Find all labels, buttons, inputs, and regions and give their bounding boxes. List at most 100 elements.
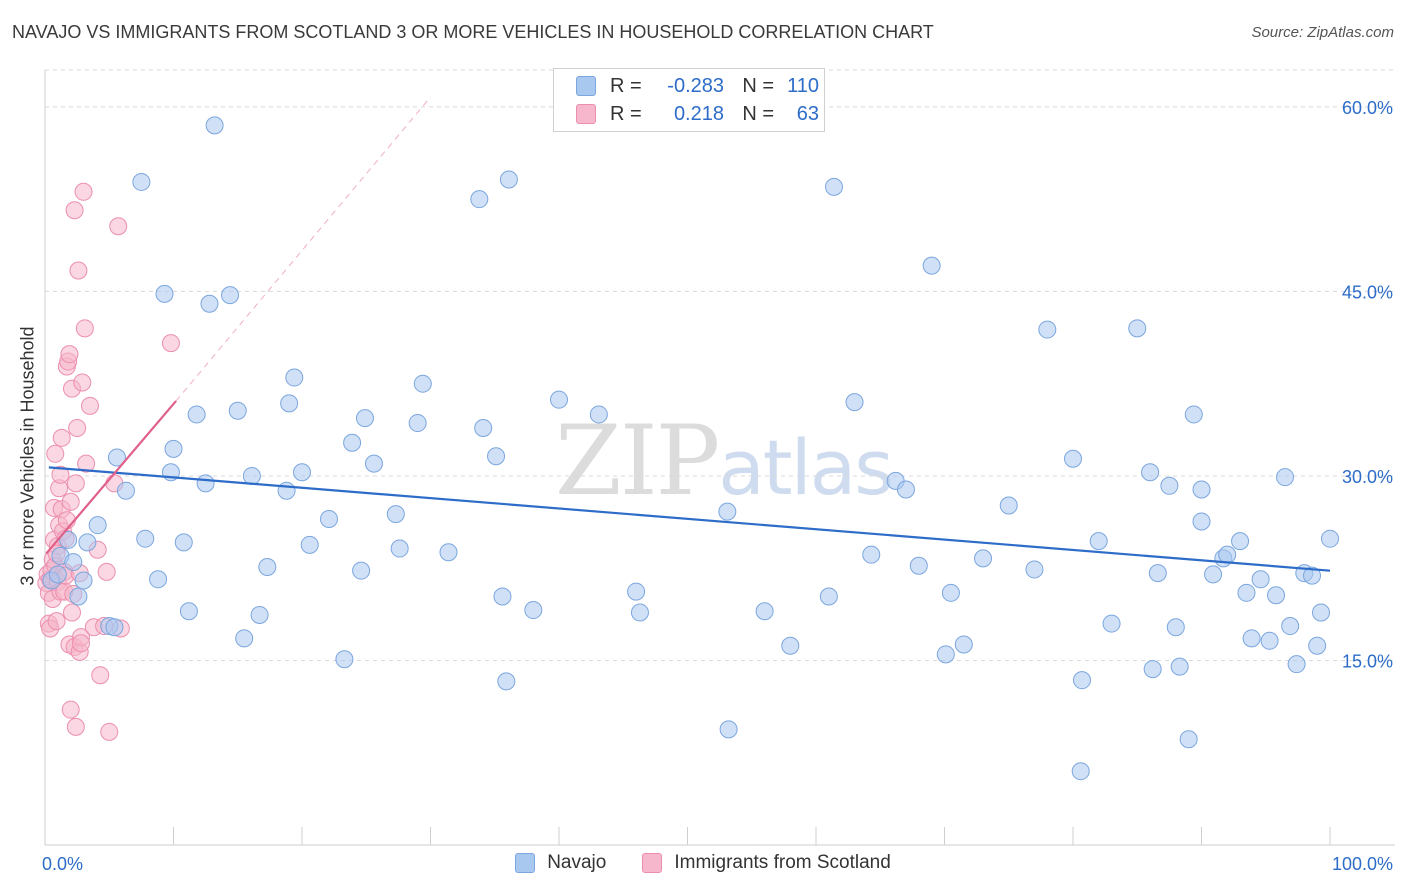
legend-r-label: R = xyxy=(610,74,642,97)
navajo-point xyxy=(1089,532,1108,551)
navajo-point xyxy=(116,481,135,500)
navajo-point xyxy=(235,629,254,648)
navajo-point xyxy=(1025,560,1044,579)
gridlines xyxy=(45,69,1395,661)
navajo-point xyxy=(1038,320,1057,339)
navajo-point xyxy=(1072,671,1091,690)
y-tick-label: 30.0% xyxy=(1342,467,1393,487)
legend-r-value: -0.283 xyxy=(667,74,724,97)
navajo-point xyxy=(1148,564,1167,583)
legend-item-scotland[interactable]: Immigrants from Scotland xyxy=(642,852,891,874)
navajo-point xyxy=(1170,657,1189,676)
navajo-point xyxy=(493,587,512,606)
navajo-point xyxy=(221,286,240,305)
navajo-point xyxy=(174,533,193,552)
navajo-point xyxy=(845,393,864,412)
legend-item-navajo[interactable]: Navajo xyxy=(515,852,606,874)
navajo-points xyxy=(42,116,1339,781)
navajo-point xyxy=(88,516,107,535)
navajo-point xyxy=(352,561,371,580)
scotland-point xyxy=(47,612,66,631)
navajo-point xyxy=(277,481,296,500)
scotland-point xyxy=(60,345,79,364)
navajo-point xyxy=(824,177,843,196)
navajo-point xyxy=(258,557,277,576)
legend-row-scotland: R = 0.218 N = 63 xyxy=(576,102,819,126)
scotland-point xyxy=(65,201,84,220)
chart-title: NAVAJO VS IMMIGRANTS FROM SCOTLAND 3 OR … xyxy=(12,22,934,42)
navajo-point xyxy=(1231,532,1250,551)
navajo-point xyxy=(136,529,155,548)
x-tick-label: 100.0% xyxy=(1332,854,1393,874)
navajo-point xyxy=(1281,617,1300,636)
navajo-point xyxy=(132,172,151,191)
scotland-point xyxy=(66,474,85,493)
navajo-point xyxy=(1308,636,1327,655)
navajo-point xyxy=(1128,319,1147,338)
navajo-point xyxy=(630,603,649,622)
scotland-points xyxy=(37,182,180,741)
navajo-point xyxy=(1102,614,1121,633)
scotland-point xyxy=(74,182,93,201)
navajo-point xyxy=(499,170,518,189)
navajo-point xyxy=(1218,545,1237,564)
navajo-point xyxy=(196,474,215,493)
scotland-trend-line xyxy=(45,400,177,555)
navajo-point xyxy=(1166,618,1185,637)
navajo-point xyxy=(149,570,168,589)
navajo-point xyxy=(343,433,362,452)
scotland-point xyxy=(73,373,92,392)
navajo-point xyxy=(941,583,960,602)
y-axis-label: 3 or more Vehicles in Household xyxy=(17,326,38,586)
navajo-point xyxy=(355,409,374,428)
legend-n-label: N = xyxy=(742,102,774,125)
scotland-point xyxy=(68,418,87,437)
navajo-point xyxy=(319,510,338,529)
y-tick-label: 60.0% xyxy=(1342,98,1393,118)
watermark-zip: ZIP xyxy=(555,405,720,517)
navajo-point xyxy=(1303,566,1322,585)
navajo-point xyxy=(755,602,774,621)
legend-r-label: R = xyxy=(610,102,642,125)
trend-lines xyxy=(45,96,1331,572)
navajo-point xyxy=(1071,762,1090,781)
navajo-point xyxy=(936,645,955,664)
scotland-point xyxy=(61,492,80,511)
legend-n-value: 63 xyxy=(796,102,819,125)
navajo-point xyxy=(896,480,915,499)
scotland-point xyxy=(75,319,94,338)
navajo-point xyxy=(474,418,493,437)
navajo-trend-line xyxy=(48,466,1331,572)
scotland-point xyxy=(91,666,110,685)
navajo-point xyxy=(74,571,93,590)
navajo-point xyxy=(228,401,247,420)
x-tick-label: 0.0% xyxy=(42,854,83,874)
navajo-point xyxy=(335,650,354,669)
navajo-point xyxy=(1184,405,1203,424)
navajo-point xyxy=(69,587,88,606)
navajo-point xyxy=(781,636,800,655)
navajo-point xyxy=(718,502,737,521)
navajo-point xyxy=(1267,586,1286,605)
legend-row-navajo: R = -0.283 N = 110 xyxy=(576,74,819,98)
stats-legend: R = -0.283 N = 110 R = 0.218 N = 63 xyxy=(553,68,825,132)
navajo-point xyxy=(1204,565,1223,584)
series-legend: Navajo Immigrants from Scotland xyxy=(0,852,1406,874)
navajo-point xyxy=(1143,660,1162,679)
navajo-point xyxy=(155,284,174,303)
navajo-point xyxy=(974,549,993,568)
navajo-point xyxy=(719,720,738,739)
legend-r-value: 0.218 xyxy=(673,102,724,125)
navajo-swatch xyxy=(515,853,536,873)
navajo-swatch xyxy=(576,76,596,96)
y-tick-label: 15.0% xyxy=(1342,651,1393,671)
navajo-point xyxy=(1321,529,1339,548)
navajo-point xyxy=(250,605,269,624)
navajo-point xyxy=(909,556,928,575)
tick-labels: 15.0% 30.0% 45.0% 60.0% 0.0% 100.0% xyxy=(42,98,1393,874)
navajo-point xyxy=(1192,480,1211,499)
navajo-point xyxy=(1242,629,1261,648)
navajo-point xyxy=(922,256,941,275)
scotland-point xyxy=(77,454,96,473)
navajo-point xyxy=(1312,603,1331,622)
